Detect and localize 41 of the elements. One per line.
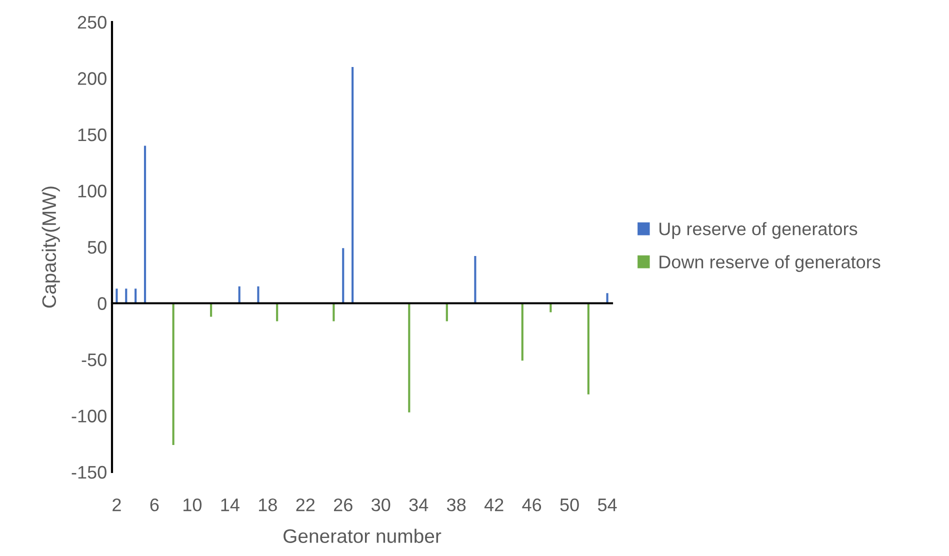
y-tick-label: 150 [78,128,106,142]
x-tick-label: 18 [258,498,277,512]
bar [276,303,278,322]
x-tick-label: 50 [560,498,579,512]
y-tick-label: -150 [72,466,106,479]
legend-label: Up reserve of generators [660,222,858,239]
y-tick-label: -100 [72,410,106,422]
x-tick-label: 38 [446,498,466,512]
y-tick-label: 200 [78,72,106,85]
legend-label: Down reserve of generators [660,255,880,272]
bar [332,303,335,322]
x-tick-label: 54 [598,498,617,512]
x-tick-label: 46 [522,498,542,512]
x-tick-label: 10 [184,498,202,512]
x-tick-label: 14 [221,498,240,512]
x-tick-label: 42 [484,498,504,512]
bar [116,288,118,304]
x-axis-title: Generator number [284,528,442,544]
bar [257,286,260,304]
x-tick-label: 22 [296,498,315,512]
x-tick-label: 34 [409,498,428,512]
y-tick-label: 50 [88,240,106,254]
x-tick-label: 6 [150,498,159,512]
y-tick-label: 100 [78,184,106,198]
x-tick-label: 2 [112,498,121,512]
y-tick-label: -50 [82,353,106,366]
bar [144,146,146,304]
bar [606,293,608,304]
y-axis-title: Capacity(MW) [42,186,60,308]
y-tick-label: 250 [78,16,106,29]
bar [474,256,476,304]
bar [521,303,524,361]
x-tick-label: 30 [372,498,390,512]
bar [172,303,174,445]
y-tick-label: 0 [98,297,106,310]
bar [587,303,590,394]
bar [408,303,410,412]
x-tick-label: 26 [334,498,352,512]
bar [352,67,354,304]
bar [446,303,448,322]
bar [342,248,344,304]
